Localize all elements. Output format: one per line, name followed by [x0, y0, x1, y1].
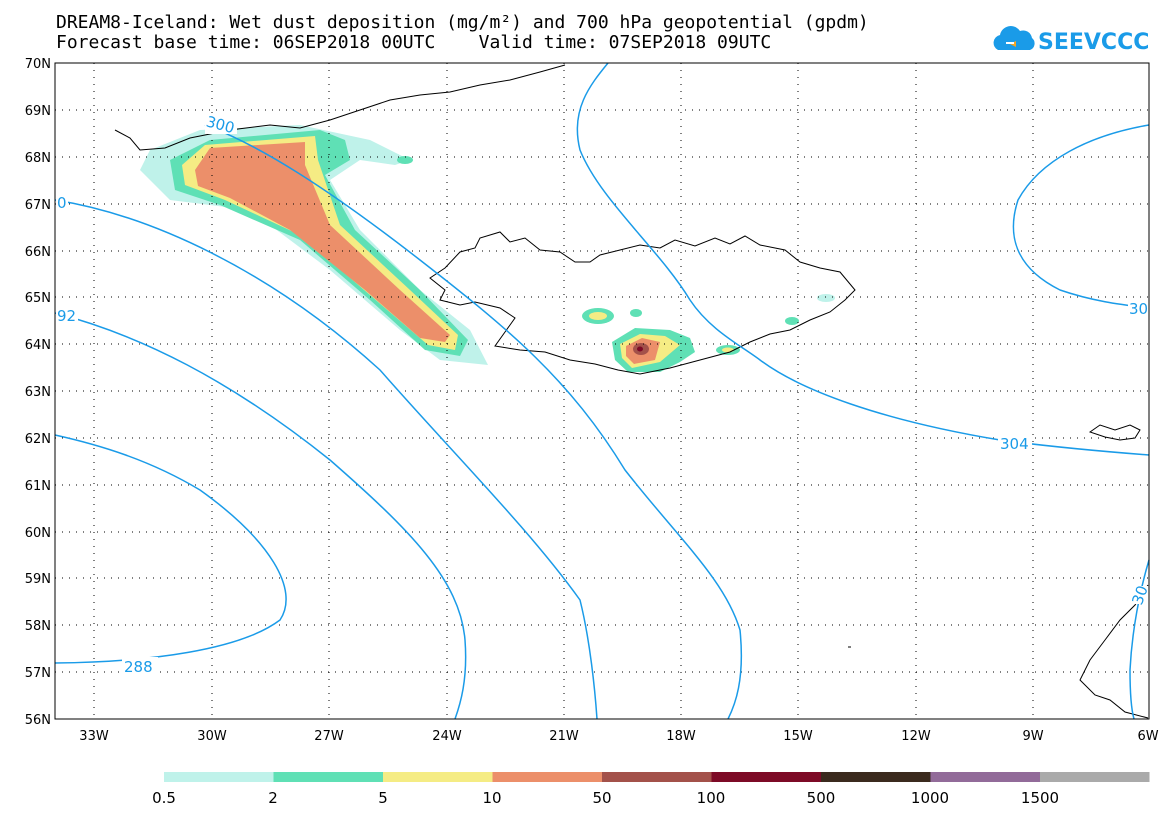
- lat-label: 66N: [25, 245, 51, 260]
- lat-label: 65N: [25, 291, 51, 306]
- contour-label: 30: [1129, 300, 1148, 318]
- lon-label: 30W: [197, 729, 227, 744]
- lat-label: 70N: [25, 57, 51, 72]
- colorbar-swatch: [602, 772, 712, 782]
- geopotential-contours: [54, 62, 1150, 720]
- colorbar-label: 1000: [911, 789, 949, 807]
- colorbar-swatch: [821, 772, 931, 782]
- lat-label: 57N: [25, 666, 51, 681]
- contour-label: 0: [57, 194, 67, 212]
- contour-labels: 300 304 288 92 30 30 0: [56, 112, 1152, 676]
- lat-label: 68N: [25, 151, 51, 166]
- colorbar-label: 0.5: [152, 789, 176, 807]
- lon-label: 9W: [1022, 729, 1043, 744]
- contour-label: 304: [1000, 435, 1029, 453]
- lon-label: 27W: [314, 729, 344, 744]
- lon-label: 33W: [79, 729, 109, 744]
- lat-label: 62N: [25, 432, 51, 447]
- colorbar-label: 1500: [1021, 789, 1059, 807]
- map-title: DREAM8-Iceland: Wet dust deposition (mg/…: [56, 12, 869, 33]
- lat-label: 69N: [25, 104, 51, 119]
- colorbar-swatch: [164, 772, 274, 782]
- colorbar-label: 2: [268, 789, 278, 807]
- contour-line: [204, 124, 743, 720]
- colorbar-label: 5: [378, 789, 388, 807]
- lat-label: 63N: [25, 385, 51, 400]
- lat-label: 64N: [25, 338, 51, 353]
- colorbar-swatch: [492, 772, 602, 782]
- lat-label: 59N: [25, 572, 51, 587]
- dust-patch-iceland: [582, 294, 835, 372]
- colorbar-label: 10: [482, 789, 501, 807]
- lat-label: 67N: [25, 198, 51, 213]
- colorbar-label: 50: [592, 789, 611, 807]
- lon-label: 15W: [783, 729, 813, 744]
- contour-line: [54, 312, 467, 720]
- coastlines: [114, 64, 1149, 719]
- lat-label: 56N: [25, 713, 51, 728]
- map-subtitle: Forecast base time: 06SEP2018 00UTC Vali…: [56, 32, 772, 53]
- colorbar-swatch: [1040, 772, 1150, 782]
- colorbar-swatch: [711, 772, 821, 782]
- colorbar-label: 100: [697, 789, 726, 807]
- contour-line: [54, 434, 287, 664]
- contour-label: 288: [124, 658, 153, 676]
- lat-label: 61N: [25, 479, 51, 494]
- iceland-coast: [429, 231, 856, 375]
- colorbar: 0.5 2 5 10 50 100 500 1000 1500: [152, 772, 1150, 807]
- lat-label: 58N: [25, 619, 51, 634]
- contour-line: [54, 199, 598, 720]
- lon-label: 21W: [549, 729, 579, 744]
- cloud-icon: [993, 26, 1035, 50]
- latitude-axis: 70N 69N 68N 67N 66N 65N 64N 63N 62N 61N …: [25, 57, 51, 728]
- colorbar-label: 500: [807, 789, 836, 807]
- lon-label: 12W: [901, 729, 931, 744]
- lon-label: 6W: [1137, 729, 1158, 744]
- dust-plume-northwest: [140, 125, 488, 365]
- contour-line: [1129, 559, 1150, 720]
- contour-label: 30: [1128, 583, 1151, 607]
- seevccc-logo: SEEVCCC: [993, 26, 1149, 55]
- graticule: [55, 63, 1149, 719]
- colorbar-swatch: [383, 772, 493, 782]
- lat-label: 60N: [25, 526, 51, 541]
- faroe-islands: [1088, 424, 1141, 441]
- colorbar-swatch: [273, 772, 383, 782]
- lon-label: 18W: [666, 729, 696, 744]
- logo-text: SEEVCCC: [1038, 30, 1149, 55]
- scotland-coast: [1079, 584, 1149, 719]
- greenland-coast: [114, 64, 566, 151]
- colorbar-swatch: [930, 772, 1040, 782]
- contour-label: 92: [57, 307, 76, 325]
- lon-label: 24W: [432, 729, 462, 744]
- contour-line: [1012, 124, 1150, 309]
- longitude-axis: 33W 30W 27W 24W 21W 18W 15W 12W 9W 6W: [79, 729, 1158, 744]
